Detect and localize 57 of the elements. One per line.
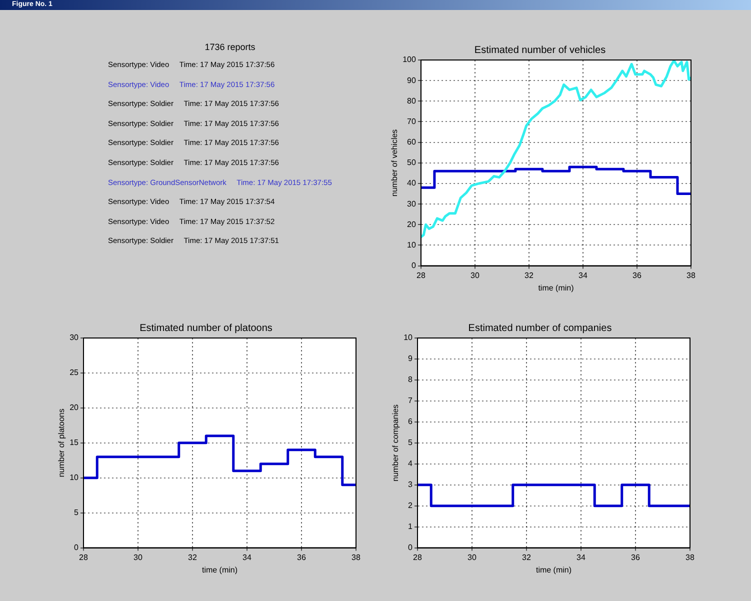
x-tick-label: 28 [79, 552, 88, 562]
chart-title: Estimated number of platoons [140, 322, 272, 334]
y-tick-label: 25 [70, 368, 80, 378]
x-axis-title: time (min) [536, 565, 572, 574]
y-tick-label: 1 [408, 522, 414, 532]
y-tick-label: 10 [70, 473, 80, 482]
y-tick-label: 10 [407, 240, 416, 250]
y-tick-label: 8 [408, 375, 414, 384]
x-tick-label: 32 [188, 552, 198, 562]
y-tick-label: 30 [70, 333, 80, 342]
y-tick-label: 30 [407, 199, 416, 208]
x-axis-title: time (min) [538, 283, 574, 292]
y-axis-title: number of companies [391, 404, 400, 482]
y-tick-label: 5 [74, 508, 80, 518]
x-tick-label: 30 [134, 552, 143, 562]
y-tick-label: 4 [408, 459, 414, 468]
y-tick-label: 7 [408, 396, 414, 406]
x-tick-label: 36 [631, 552, 640, 562]
x-tick-label: 30 [468, 552, 477, 562]
text: 1736 reports [204, 42, 256, 52]
y-tick-label: 0 [408, 543, 414, 552]
chart-title: Estimated number of companies [468, 322, 612, 334]
y-tick-label: 80 [407, 96, 416, 106]
y-axis-title: number of vehicles [390, 129, 400, 196]
y-axis-title: number of platoons [57, 408, 66, 478]
y-tick-label: 20 [407, 220, 416, 229]
y-tick-label: 10 [404, 333, 414, 342]
x-axis-title: time (min) [202, 565, 238, 574]
y-tick-label: 0 [411, 261, 416, 270]
x-tick-label: 34 [242, 552, 252, 562]
y-tick-label: 20 [70, 403, 80, 412]
y-tick-label: 90 [407, 76, 416, 85]
y-tick-label: 50 [407, 158, 416, 168]
y-tick-label: 0 [74, 543, 80, 552]
y-tick-label: 60 [407, 138, 416, 147]
y-tick-label: 70 [407, 116, 416, 126]
x-tick-label: 32 [524, 270, 534, 280]
chart-title: Estimated number of vehicles [474, 44, 606, 56]
x-tick-label: 38 [686, 270, 696, 280]
x-tick-label: 28 [416, 270, 426, 280]
x-tick-label: 32 [522, 552, 532, 562]
y-tick-label: 5 [408, 438, 414, 448]
x-tick-label: 28 [413, 552, 422, 562]
x-tick-label: 36 [297, 552, 306, 562]
x-tick-label: 38 [352, 552, 361, 562]
y-tick-label: 9 [408, 354, 414, 364]
y-tick-label: 3 [408, 480, 414, 490]
y-tick-label: 100 [402, 55, 416, 64]
y-tick-label: 15 [70, 438, 80, 448]
x-tick-label: 34 [578, 270, 588, 280]
x-tick-label: 36 [632, 270, 642, 280]
y-tick-label: 6 [408, 417, 414, 426]
x-tick-label: 38 [686, 552, 695, 562]
x-tick-label: 34 [576, 552, 586, 562]
y-tick-label: 2 [408, 501, 414, 510]
x-tick-label: 30 [470, 270, 480, 280]
y-tick-label: 40 [407, 178, 416, 188]
